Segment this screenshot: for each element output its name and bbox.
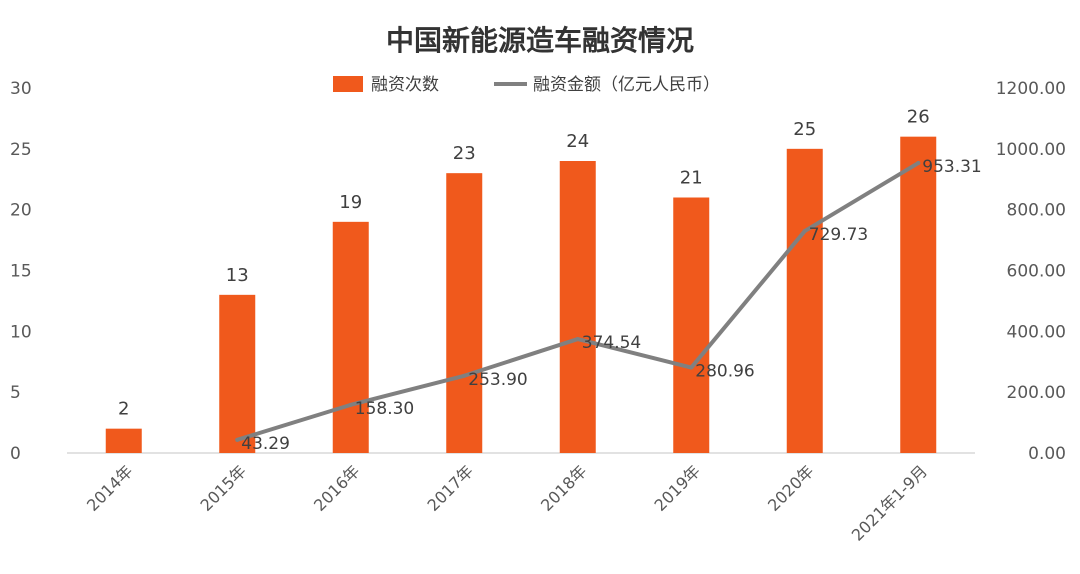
- bar: [673, 197, 710, 453]
- x-tick-label: 2020年: [764, 461, 818, 515]
- line-value-label: 158.30: [355, 399, 414, 419]
- line-value-label: 253.90: [468, 370, 527, 390]
- right-tick-label: 600.00: [1007, 262, 1066, 282]
- right-tick-label: 0.00: [1028, 444, 1066, 464]
- line-value-labels: 43.29 158.30 253.90 374.54 280.96 729.73 953.3…: [241, 157, 981, 454]
- bar: [900, 136, 937, 453]
- legend-bar-swatch: [333, 76, 363, 92]
- bar-value-labels: 2 13 19 23 24 21 25 26: [118, 107, 930, 420]
- line-series: [235, 161, 921, 442]
- line-value-label: 43.29: [241, 434, 290, 454]
- left-tick-label: 5: [10, 383, 21, 403]
- left-tick-label: 30: [10, 79, 32, 99]
- right-tick-label: 200.00: [1007, 383, 1066, 403]
- line-point: [916, 161, 921, 166]
- line-point: [802, 229, 807, 234]
- bar: [219, 294, 256, 453]
- left-tick-label: 0: [10, 444, 21, 464]
- legend-bar-label: 融资次数: [371, 75, 439, 95]
- left-tick-label: 25: [10, 140, 32, 160]
- line-value-label: 729.73: [809, 225, 868, 245]
- left-tick-label: 20: [10, 201, 32, 221]
- line-point: [575, 337, 580, 342]
- bar-value-label: 25: [793, 119, 816, 140]
- x-tick-label: 2015年: [197, 461, 251, 515]
- right-tick-label: 400.00: [1007, 322, 1066, 342]
- right-tick-label: 800.00: [1007, 201, 1066, 221]
- line-value-label: 374.54: [582, 333, 641, 353]
- right-axis: 0.00 200.00 400.00 600.00 800.00 1000.00 1200.…: [996, 79, 1066, 464]
- x-tick-label: 2017年: [424, 461, 478, 515]
- bar-value-label: 21: [680, 168, 703, 189]
- bar: [332, 221, 369, 453]
- bar-value-label: 19: [339, 192, 362, 213]
- bar-value-label: 26: [907, 107, 930, 128]
- line-point: [348, 402, 353, 407]
- x-axis: 2014年 2015年 2016年 2017年 2018年 2019年 2020年 2021年…: [83, 461, 931, 544]
- bar-value-label: 23: [453, 143, 476, 164]
- bar-series: [105, 136, 937, 454]
- bar-value-label: 13: [226, 265, 249, 286]
- left-tick-label: 10: [10, 322, 32, 342]
- bar: [559, 161, 596, 453]
- right-tick-label: 1200.00: [996, 79, 1066, 99]
- bar: [446, 173, 483, 453]
- bar-value-label: 2: [118, 399, 129, 420]
- chart-title: 中国新能源造车融资情况: [386, 24, 694, 57]
- x-tick-label: 2016年: [310, 461, 364, 515]
- bar: [786, 148, 823, 454]
- bar: [105, 428, 142, 453]
- legend: 融资次数 融资金额（亿元人民币）: [333, 75, 720, 95]
- line-value-label: 280.96: [695, 362, 754, 382]
- line-point: [689, 365, 694, 370]
- bar-value-label: 24: [566, 131, 589, 152]
- line-point: [235, 437, 240, 442]
- legend-line-label: 融资金额（亿元人民币）: [533, 75, 720, 95]
- x-tick-label: 2014年: [83, 461, 137, 515]
- x-tick-label: 2018年: [537, 461, 591, 515]
- x-tick-label: 2021年1-9月: [848, 461, 931, 544]
- left-tick-label: 15: [10, 262, 32, 282]
- line-point: [462, 373, 467, 378]
- right-tick-label: 1000.00: [996, 140, 1066, 160]
- x-tick-label: 2019年: [651, 461, 705, 515]
- left-axis: 0 5 10 15 20 25 30: [10, 79, 32, 464]
- line-value-label: 953.31: [922, 157, 981, 177]
